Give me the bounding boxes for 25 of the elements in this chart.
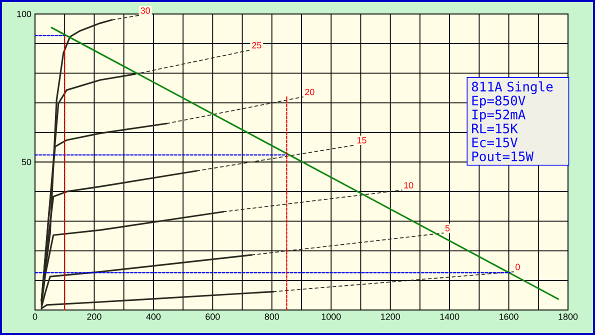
x-tick-label: 1400 xyxy=(440,314,460,320)
annotation: Ip=52mA xyxy=(472,110,526,122)
series-label: 5 xyxy=(445,225,450,232)
series-label: 30 xyxy=(140,7,150,14)
x-tick-label: 800 xyxy=(264,314,280,320)
y-tick-label: 100 xyxy=(17,10,32,18)
x-tick-label: 0 xyxy=(32,314,38,320)
x-tick-label: 1600 xyxy=(500,314,518,320)
annotation: Ep=850V xyxy=(472,96,526,108)
series-label: 20 xyxy=(305,88,314,96)
series-label: 15 xyxy=(357,137,366,144)
annotation: RL=15K xyxy=(472,124,518,134)
x-tick-label: 1800 xyxy=(558,314,578,320)
x-tick-label: 1200 xyxy=(381,314,400,320)
series-label: 10 xyxy=(404,182,414,188)
annotation: Pout=15W xyxy=(472,152,534,162)
x-tick-label: 600 xyxy=(206,314,220,320)
y-tick-label: 50 xyxy=(22,158,32,166)
x-tick-label: 400 xyxy=(146,314,161,320)
x-tick-label: 1000 xyxy=(322,314,341,320)
x-tick-label: 200 xyxy=(87,314,102,320)
series-label: 25 xyxy=(252,42,262,48)
series-label: 0 xyxy=(516,264,520,270)
annotation: 811A Single xyxy=(472,81,553,94)
annotation: Ec=15V xyxy=(472,138,518,148)
